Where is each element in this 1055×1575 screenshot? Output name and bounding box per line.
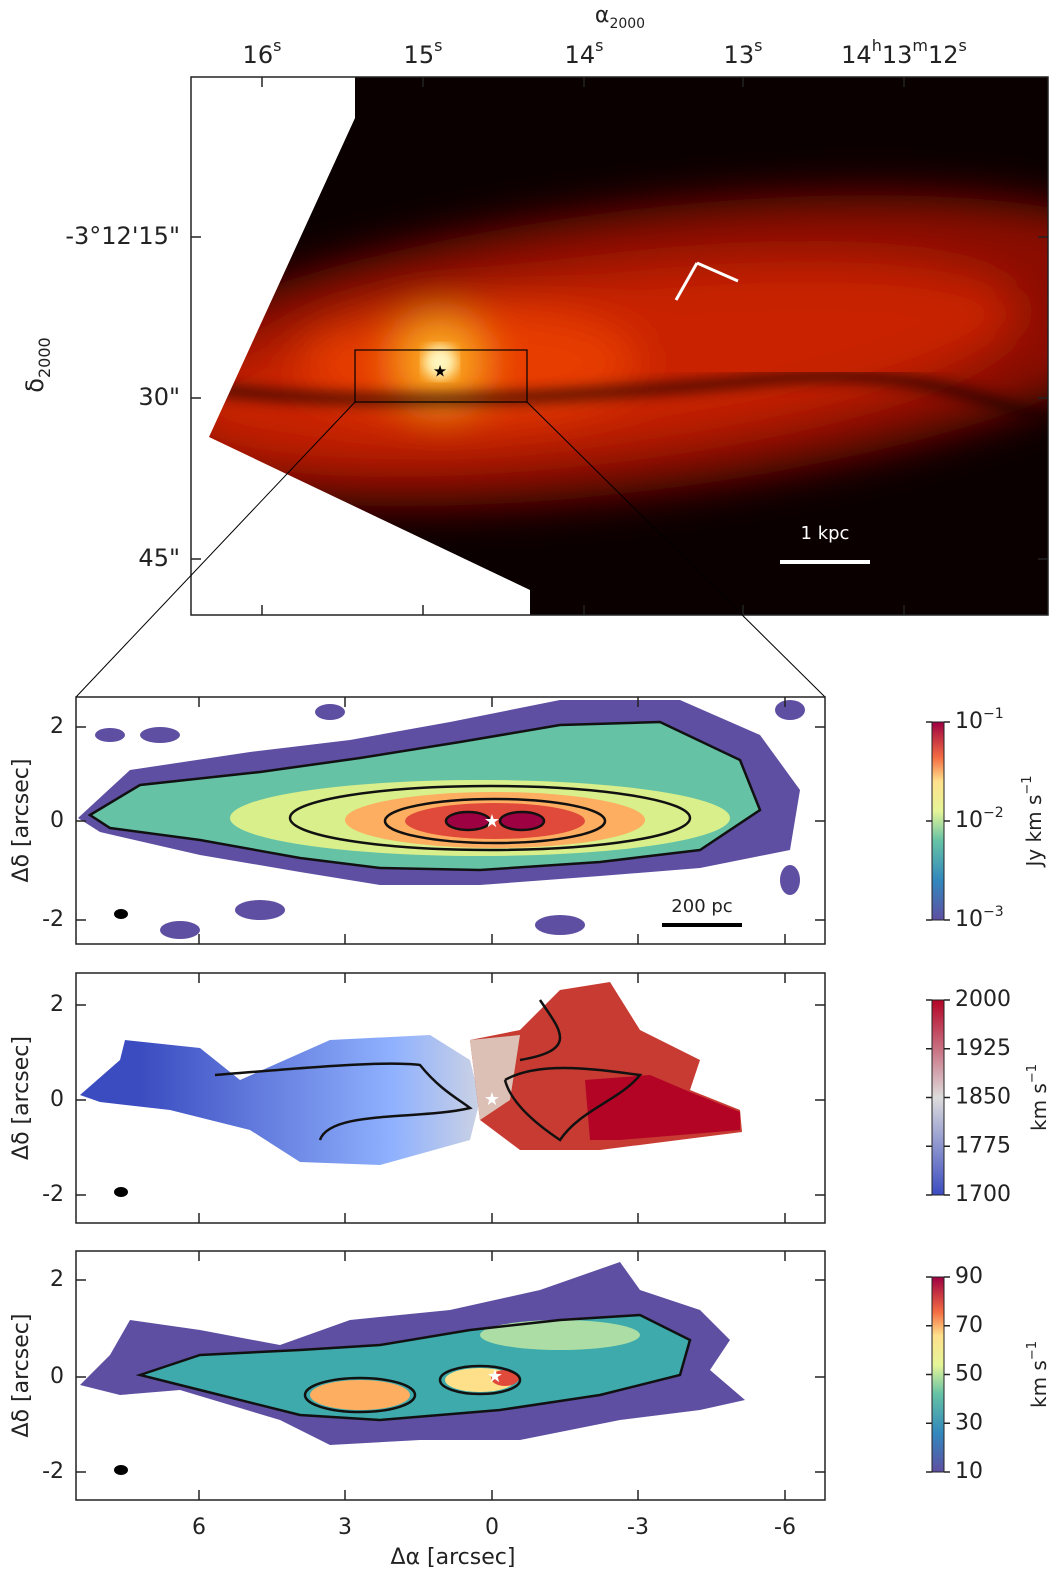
- label-script: −3: [983, 904, 1004, 920]
- scale-bar-label: 200 pc: [671, 896, 732, 917]
- label: 10−3: [955, 904, 1004, 932]
- colorbar-tick-label: 1775: [955, 1133, 1011, 1158]
- label-part: 10: [955, 907, 983, 932]
- label-part: km s: [1027, 1360, 1051, 1408]
- colorbar-tick-label: 10: [955, 1459, 983, 1484]
- zoom-box: [354, 349, 528, 403]
- label-part: 13: [882, 41, 913, 69]
- y-tick-label: 2: [50, 992, 64, 1017]
- label-script: −1: [1020, 775, 1035, 794]
- label-part: Jy km s: [1022, 795, 1046, 869]
- label-part: 13: [724, 41, 755, 69]
- label-script: 2000: [35, 337, 54, 378]
- label: δ2000: [21, 337, 54, 392]
- label-part: 14: [565, 41, 596, 69]
- colorbar-tick-label: 90: [955, 1264, 983, 1289]
- colorbar-tick-label: 70: [955, 1313, 983, 1338]
- optical-image: ★: [191, 77, 1048, 615]
- label-script: h: [872, 36, 882, 55]
- label: km s−1: [1025, 1341, 1051, 1408]
- y-axis-label: Δδ [arcsec]: [9, 1036, 34, 1160]
- label-script: 2000: [609, 16, 645, 32]
- x-tick-label: 3: [338, 1515, 352, 1540]
- label: 10−2: [955, 805, 1004, 833]
- label-script: −2: [983, 805, 1004, 821]
- label: km s−1: [1025, 1064, 1051, 1131]
- label-part: α: [595, 3, 610, 28]
- colorbar-tick-label: 2000: [955, 987, 1011, 1012]
- colorbar-tick-label: 50: [955, 1362, 983, 1387]
- svg-text:★: ★: [433, 362, 447, 381]
- label-script: s: [273, 36, 281, 55]
- label: Jy km s−1: [1020, 775, 1046, 868]
- y-tick-label: 2: [50, 1267, 64, 1292]
- label-part: 15: [404, 41, 435, 69]
- label-script: s: [959, 36, 967, 55]
- label-part: km s: [1027, 1083, 1051, 1131]
- y-tick-label: 2: [50, 714, 64, 739]
- y-tick-label: 0: [50, 1087, 64, 1112]
- y-tick-label: -2: [42, 1182, 64, 1207]
- label: 15s: [404, 36, 443, 69]
- dispersion-map: ★: [80, 1262, 745, 1475]
- label-part: 10: [955, 808, 983, 833]
- x-axis-label: Δα [arcsec]: [391, 1545, 516, 1570]
- label: 16s: [243, 36, 282, 69]
- label-part: 16: [243, 41, 274, 69]
- label-part: δ: [21, 378, 49, 393]
- y-tick-label: 0: [50, 808, 64, 833]
- colorbar: [931, 999, 945, 1196]
- label-script: s: [434, 36, 442, 55]
- svg-text:★: ★: [487, 1366, 503, 1387]
- label-part: 10: [955, 709, 983, 734]
- intensity-map: ★: [78, 700, 805, 939]
- label-part: 12: [928, 41, 959, 69]
- label-script: −1: [1025, 1064, 1040, 1083]
- y-tick-label: 30": [138, 383, 180, 411]
- label: α2000: [595, 3, 645, 32]
- frame: [190, 76, 1049, 616]
- colorbar-tick-label: 1700: [955, 1182, 1011, 1207]
- colorbar-tick-label: 30: [955, 1410, 983, 1435]
- frame: [75, 972, 826, 1224]
- zoom-line: [75, 401, 356, 698]
- x-tick-label: 0: [485, 1515, 499, 1540]
- label: 14s: [565, 36, 604, 69]
- colorbar-tick-label: 1850: [955, 1085, 1011, 1110]
- y-tick-label: -3°12'15": [65, 222, 180, 250]
- zoom-line: [526, 401, 826, 698]
- label-script: s: [754, 36, 762, 55]
- label-script: −1: [1025, 1341, 1040, 1360]
- frame: [75, 1250, 826, 1501]
- label-script: −1: [983, 706, 1004, 722]
- label-script: m: [912, 36, 928, 55]
- label: 10−1: [955, 706, 1004, 734]
- y-tick-label: -2: [42, 1459, 64, 1484]
- label-part: 14: [841, 41, 872, 69]
- colorbar: [931, 1276, 945, 1473]
- y-axis-label: Δδ [arcsec]: [9, 759, 34, 883]
- x-tick-label: -6: [774, 1515, 796, 1540]
- label: 13s: [724, 36, 763, 69]
- y-tick-label: 0: [50, 1364, 64, 1389]
- y-axis-label: Δδ [arcsec]: [9, 1314, 34, 1438]
- y-tick-label: 45": [138, 544, 180, 572]
- colorbar: [931, 721, 945, 921]
- label: 14h13m12s: [841, 36, 967, 69]
- y-tick-label: -2: [42, 907, 64, 932]
- label-script: s: [595, 36, 603, 55]
- x-tick-label: -3: [627, 1515, 649, 1540]
- svg-text:★: ★: [484, 1089, 500, 1110]
- colorbar-tick-label: 1925: [955, 1036, 1011, 1061]
- scale-bar-label: 1 kpc: [801, 523, 850, 544]
- svg-text:★: ★: [484, 811, 500, 832]
- x-tick-label: 6: [192, 1515, 206, 1540]
- velocity-map: ★: [80, 982, 742, 1197]
